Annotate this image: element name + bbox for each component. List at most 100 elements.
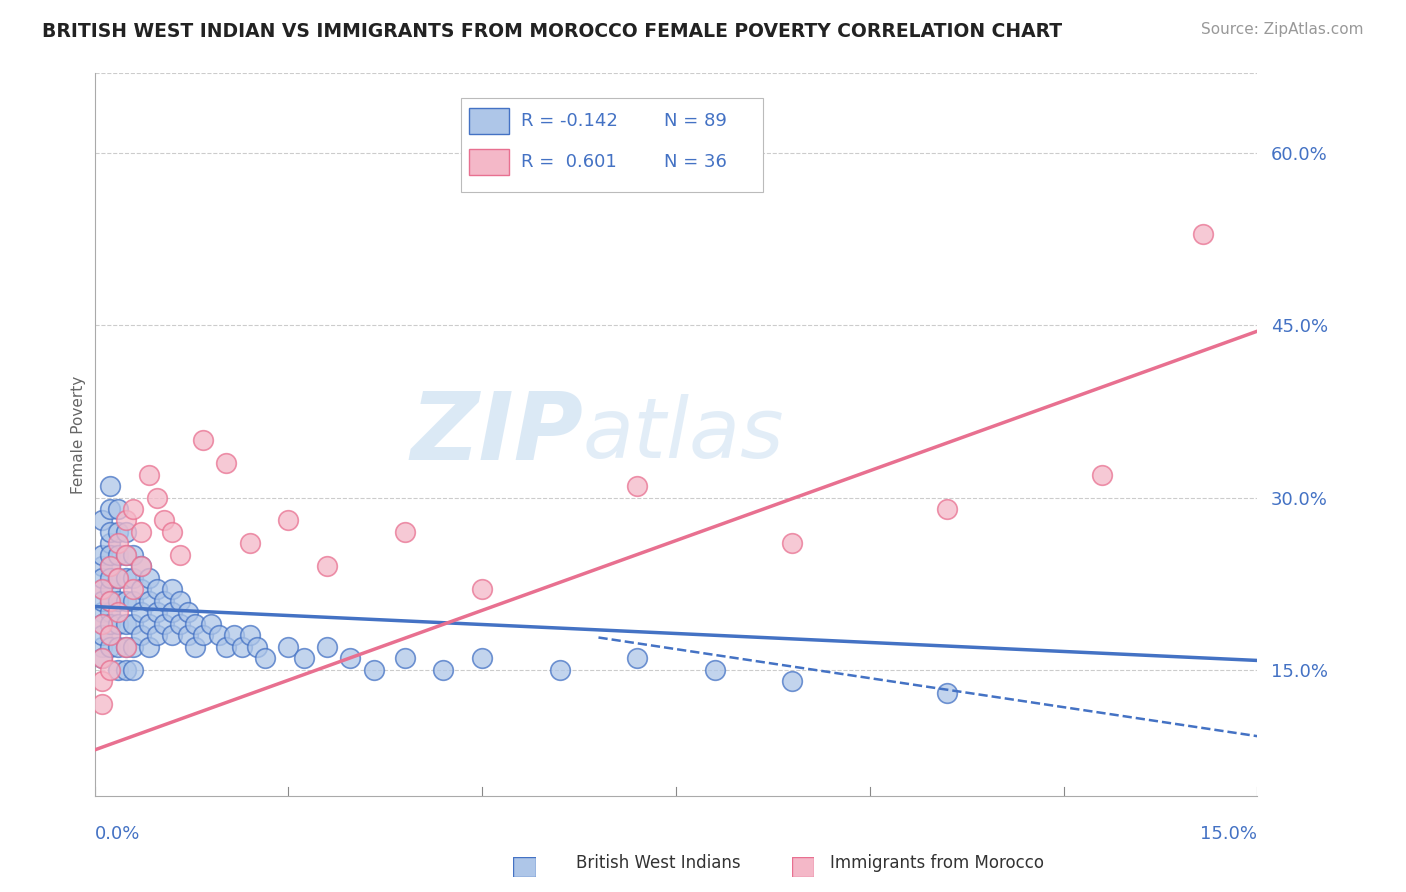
Point xyxy=(91,594,114,608)
Point xyxy=(184,616,207,631)
Point xyxy=(122,502,145,516)
Point xyxy=(122,663,145,677)
Point xyxy=(471,651,494,665)
Point xyxy=(145,605,167,619)
Point xyxy=(114,571,136,585)
Point xyxy=(169,594,191,608)
Point xyxy=(145,491,167,505)
Point xyxy=(176,605,198,619)
Point xyxy=(138,467,160,482)
Point xyxy=(107,605,129,619)
Point xyxy=(98,502,121,516)
Point xyxy=(114,663,136,677)
Point xyxy=(224,628,246,642)
Point xyxy=(98,536,121,550)
Point xyxy=(91,571,114,585)
Point xyxy=(138,571,160,585)
Point xyxy=(129,628,152,642)
Point xyxy=(98,479,121,493)
Point xyxy=(114,548,136,562)
Point xyxy=(548,663,571,677)
Point xyxy=(129,605,152,619)
Point xyxy=(91,640,114,654)
Text: 0.0%: 0.0% xyxy=(94,825,141,843)
Point xyxy=(122,548,145,562)
Point xyxy=(91,605,114,619)
Point xyxy=(239,536,262,550)
Point xyxy=(153,513,176,527)
Point xyxy=(246,640,269,654)
Point xyxy=(160,628,183,642)
Point xyxy=(98,663,121,677)
Point xyxy=(91,582,114,597)
Point xyxy=(91,616,114,631)
Text: BRITISH WEST INDIAN VS IMMIGRANTS FROM MOROCCO FEMALE POVERTY CORRELATION CHART: BRITISH WEST INDIAN VS IMMIGRANTS FROM M… xyxy=(42,22,1063,41)
Point xyxy=(91,582,114,597)
Point xyxy=(1091,467,1114,482)
Point xyxy=(114,640,136,654)
Point xyxy=(215,456,238,470)
Point xyxy=(184,640,207,654)
Point xyxy=(91,674,114,689)
Point xyxy=(176,628,198,642)
Point xyxy=(107,548,129,562)
Point xyxy=(200,616,222,631)
Point xyxy=(91,513,114,527)
Point xyxy=(626,651,648,665)
Point xyxy=(98,605,121,619)
Point xyxy=(107,524,129,539)
Point xyxy=(98,628,121,642)
Point xyxy=(215,640,238,654)
Text: Immigrants from Morocco: Immigrants from Morocco xyxy=(830,855,1043,872)
FancyBboxPatch shape xyxy=(470,108,509,134)
Point xyxy=(98,524,121,539)
Point xyxy=(91,559,114,574)
Point xyxy=(432,663,454,677)
Point xyxy=(160,605,183,619)
Point xyxy=(145,628,167,642)
Point xyxy=(107,536,129,550)
Point xyxy=(107,571,129,585)
Point xyxy=(153,594,176,608)
Text: atlas: atlas xyxy=(583,394,785,475)
Point xyxy=(91,651,114,665)
Point xyxy=(98,559,121,574)
Point xyxy=(107,594,129,608)
Point xyxy=(98,548,121,562)
Point xyxy=(129,524,152,539)
Point xyxy=(107,616,129,631)
Point xyxy=(277,513,299,527)
Point xyxy=(780,674,803,689)
Text: Source: ZipAtlas.com: Source: ZipAtlas.com xyxy=(1201,22,1364,37)
Point xyxy=(98,616,121,631)
Point xyxy=(316,559,339,574)
Point xyxy=(160,582,183,597)
Point xyxy=(98,594,121,608)
Point xyxy=(153,616,176,631)
Point xyxy=(703,663,725,677)
Point xyxy=(129,582,152,597)
Point xyxy=(169,616,191,631)
Text: British West Indians: British West Indians xyxy=(576,855,741,872)
Point xyxy=(129,559,152,574)
Point xyxy=(1192,227,1215,241)
Point xyxy=(239,628,262,642)
Point xyxy=(292,651,315,665)
Point xyxy=(107,640,129,654)
Point xyxy=(91,616,114,631)
Point xyxy=(138,616,160,631)
Point xyxy=(138,594,160,608)
Point xyxy=(122,582,145,597)
Point xyxy=(91,548,114,562)
Text: N = 89: N = 89 xyxy=(665,112,727,129)
Point xyxy=(122,640,145,654)
Text: R =  0.601: R = 0.601 xyxy=(522,153,617,171)
Point xyxy=(114,640,136,654)
Point xyxy=(339,651,361,665)
Point xyxy=(936,502,959,516)
Point xyxy=(122,594,145,608)
Point xyxy=(98,594,121,608)
Point xyxy=(231,640,253,654)
Point xyxy=(471,582,494,597)
FancyBboxPatch shape xyxy=(470,149,509,175)
